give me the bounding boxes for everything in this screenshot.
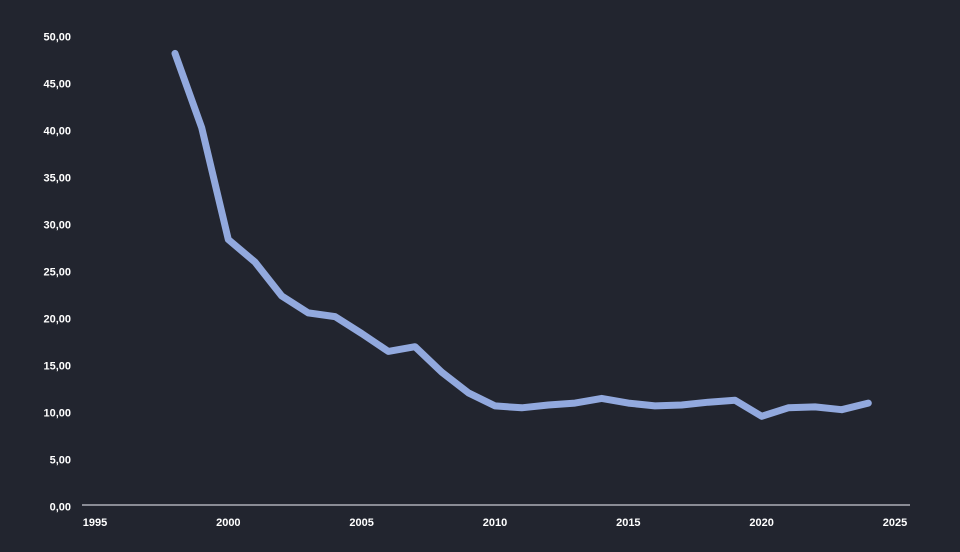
y-axis-tick-label: 5,00 xyxy=(50,455,71,467)
y-axis-tick-label: 45,00 xyxy=(43,79,71,91)
x-axis-tick-label: 2015 xyxy=(616,517,640,529)
y-axis-tick-label: 50,00 xyxy=(43,32,71,44)
y-axis-tick-label: 0,00 xyxy=(50,502,71,514)
y-axis-tick-label: 10,00 xyxy=(43,408,71,420)
x-axis-tick-label: 2000 xyxy=(216,517,240,529)
y-axis-tick-label: 35,00 xyxy=(43,173,71,185)
y-axis-tick-label: 40,00 xyxy=(43,126,71,138)
y-axis-tick-label: 15,00 xyxy=(43,361,71,373)
data-series-line xyxy=(171,49,872,420)
y-axis-tick-label: 25,00 xyxy=(43,267,71,279)
x-axis-tick-label: 2020 xyxy=(749,517,773,529)
x-axis-tick-label: 1995 xyxy=(83,517,107,529)
x-axis-tick-label: 2010 xyxy=(483,517,507,529)
y-axis-tick-label: 20,00 xyxy=(43,314,71,326)
x-axis-tick-label: 2025 xyxy=(883,517,907,529)
x-axis-tick-label: 2005 xyxy=(349,517,373,529)
y-axis-tick-label: 30,00 xyxy=(43,220,71,232)
